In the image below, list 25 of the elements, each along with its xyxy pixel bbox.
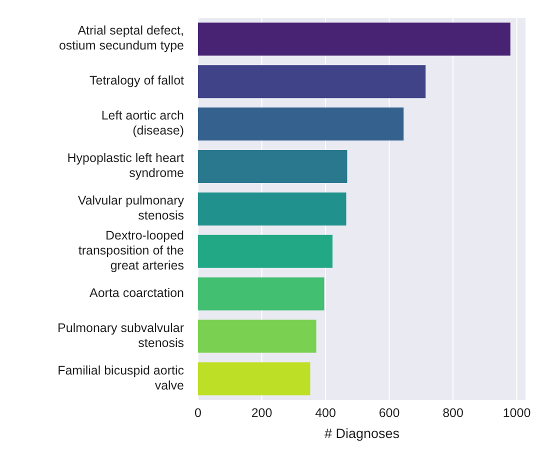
y-tick-label: Valvular pulmonary stenosis [78, 194, 185, 223]
x-tick-label: 600 [378, 406, 400, 420]
y-tick-label: Tetralogy of fallot [90, 74, 185, 88]
x-tick-label: 1000 [502, 406, 531, 420]
bar [198, 234, 333, 268]
y-tick-label: Atrial septal defect, ostium secundum type [58, 24, 184, 54]
x-axis-title: # Diagnoses [324, 426, 400, 441]
bar [198, 22, 510, 56]
bar [198, 362, 310, 396]
bar [198, 192, 346, 226]
bar [198, 277, 324, 310]
y-tick-label: Familial bicuspid aortic valve [58, 364, 184, 393]
y-tick-label: Aorta coarctation [90, 286, 184, 300]
x-tick-label: 200 [251, 406, 272, 420]
x-tick-label: 400 [315, 406, 336, 420]
bar [198, 320, 316, 353]
bar [198, 108, 404, 141]
bar [198, 150, 348, 183]
y-tick-label: Left aortic arch (disease) [101, 108, 184, 138]
bar [198, 65, 426, 98]
x-tick-label: 0 [194, 406, 202, 420]
y-tick-label: Dextro-looped transposition of the great arteries [78, 228, 184, 273]
x-tick-label: 800 [442, 406, 464, 420]
y-tick-label: Hypoplastic left heart syndrome [67, 151, 185, 180]
y-tick-label: Pulmonary subvalvular stenosis [58, 321, 184, 350]
